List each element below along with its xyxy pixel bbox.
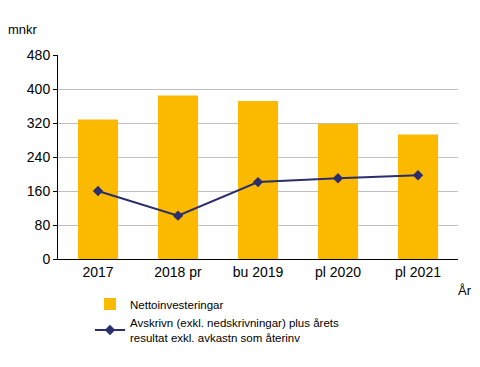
svg-text:160: 160 xyxy=(27,183,51,199)
svg-text:240: 240 xyxy=(27,149,51,165)
svg-text:2017: 2017 xyxy=(82,264,113,280)
svg-text:2018 pr: 2018 pr xyxy=(154,264,202,280)
svg-text:pl 2021: pl 2021 xyxy=(395,264,441,280)
svg-text:bu 2019: bu 2019 xyxy=(233,264,284,280)
svg-text:pl 2020: pl 2020 xyxy=(315,264,361,280)
svg-text:400: 400 xyxy=(27,81,51,97)
svg-text:År: År xyxy=(458,283,472,298)
svg-text:mnkr: mnkr xyxy=(8,22,38,37)
svg-text:Nettoinvesteringar: Nettoinvesteringar xyxy=(130,299,223,311)
svg-text:80: 80 xyxy=(35,217,51,233)
svg-text:0: 0 xyxy=(42,251,50,267)
svg-text:Avskrivn (exkl. nedskrivningar: Avskrivn (exkl. nedskrivningar) plus åre… xyxy=(130,317,339,344)
svg-text:320: 320 xyxy=(27,115,51,131)
svg-text:480: 480 xyxy=(27,47,51,63)
